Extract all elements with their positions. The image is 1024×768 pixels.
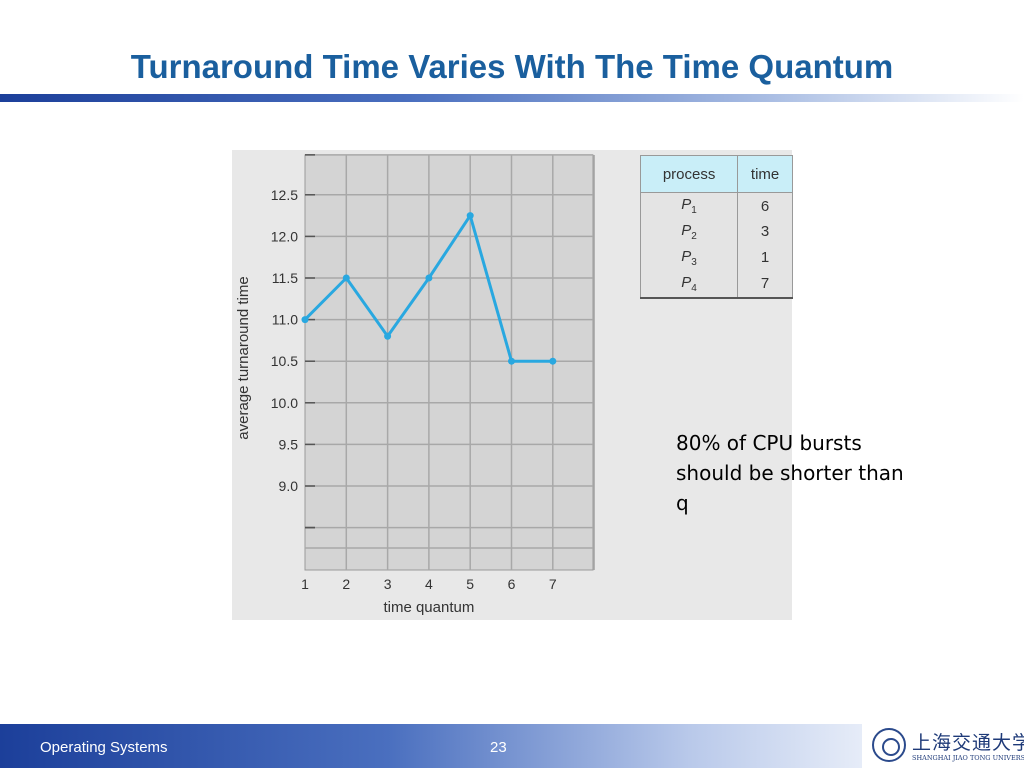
cpu-burst-note: 80% of CPU bursts should be shorter than… [676,431,904,515]
process-time-table: process time P1 6 P2 3 P3 1 P4 7 [639,155,793,300]
process-time: 3 [737,219,793,245]
data-point [549,357,557,365]
page-number: 23 [490,739,507,756]
header-time: time [737,155,793,193]
x-tick-label: 5 [466,576,474,592]
footer-bar: Operating Systems 23 [0,724,862,768]
y-tick-label: 10.5 [271,353,298,369]
y-tick-label: 12.5 [271,187,298,203]
title-underline-bar [0,94,1024,102]
x-tick-label: 2 [342,576,350,592]
x-tick-label: 6 [508,576,516,592]
x-tick-label: 3 [384,576,392,592]
y-axis-label: average turnaround time [235,276,252,439]
header-process: process [639,155,739,193]
data-point [342,274,350,282]
table-row: P1 6 [639,192,793,220]
y-tick-label: 9.5 [279,436,299,452]
data-point [384,332,392,340]
y-tick-label: 9.0 [279,478,299,494]
x-tick-labels: 1 2 3 4 5 6 7 [301,576,557,592]
university-logo: 上海交通大学 SHANGHAI JIAO TONG UNIVERSITY [866,724,1024,768]
logo-english-name: SHANGHAI JIAO TONG UNIVERSITY [912,754,1024,762]
data-point [301,316,309,324]
process-time: 6 [737,192,793,220]
process-time: 1 [737,244,793,271]
y-tick-label: 12.0 [271,228,298,244]
university-seal-icon [872,728,906,762]
footer-course-title: Operating Systems [40,739,168,756]
data-point [466,212,474,220]
y-tick-label: 11.0 [272,312,298,328]
y-tick-labels: 9.0 9.5 10.0 10.5 11.0 11.5 12.0 12.5 [271,187,298,494]
logo-chinese-name: 上海交通大学 [912,732,1024,754]
process-name: P1 [639,192,739,220]
table-row: P4 7 [639,270,793,300]
y-tick-label: 10.0 [271,395,298,411]
x-tick-label: 1 [301,576,309,592]
x-axis-label: time quantum [383,599,474,616]
data-points [301,212,557,365]
process-name: P3 [639,244,739,271]
slide-title: Turnaround Time Varies With The Time Qua… [130,48,894,85]
process-time: 7 [737,270,793,300]
process-name: P4 [639,270,739,300]
x-tick-label: 7 [549,576,557,592]
x-tick-label: 4 [425,576,433,592]
table-row: P3 1 [639,244,793,271]
y-tick-label: 11.5 [272,270,298,286]
data-point [425,274,433,282]
grid-lines [305,154,595,570]
table-row: P2 3 [639,219,793,245]
data-point [508,357,515,365]
process-name: P2 [639,219,739,245]
